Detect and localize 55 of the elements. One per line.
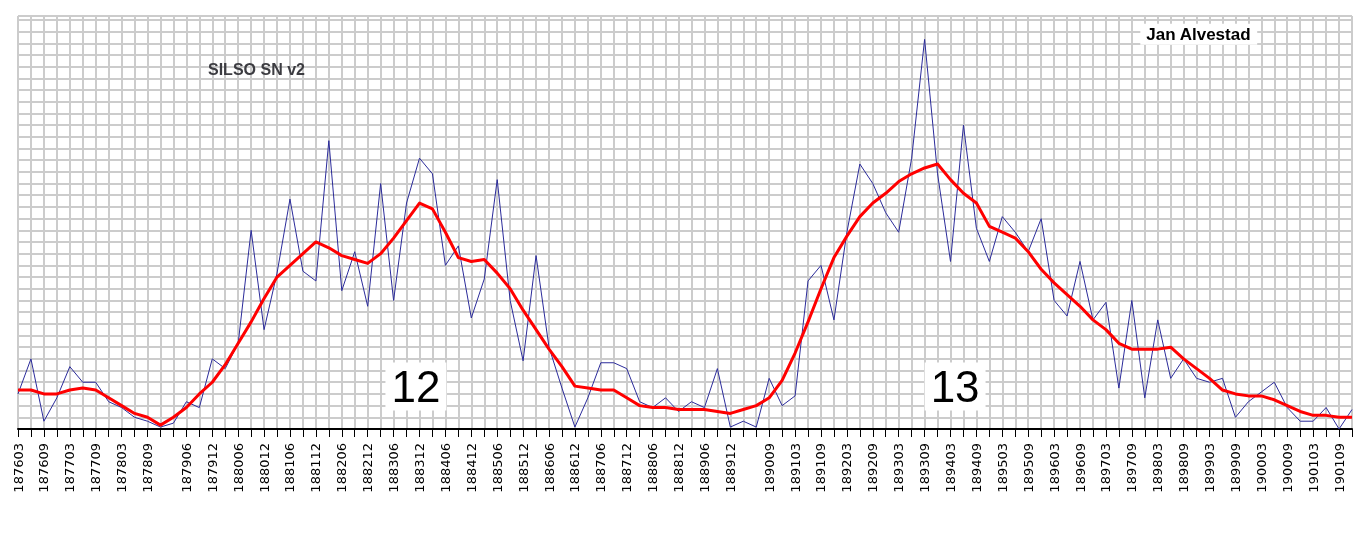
x-tick-label: 188412 — [463, 443, 479, 493]
x-tick-label: 188812 — [671, 443, 687, 493]
x-tick-label: 189803 — [1150, 443, 1166, 493]
x-tick-label: 190109 — [1331, 443, 1347, 493]
x-tick-label: 188312 — [412, 443, 427, 493]
x-tick-label: 189403 — [943, 443, 958, 493]
x-tick-label: 188706 — [593, 443, 609, 493]
x-tick-label: 187803 — [114, 443, 130, 493]
x-tick-label: 189709 — [1124, 443, 1140, 493]
x-tick-label: 189203 — [839, 443, 855, 493]
x-tick-label: 188506 — [489, 443, 505, 493]
x-tick-label: 189109 — [813, 443, 829, 493]
x-tick-label: 188212 — [360, 443, 376, 493]
x-tick-label: 189303 — [891, 443, 907, 493]
x-tick-label: 188006 — [230, 443, 246, 493]
x-tick-label: 188112 — [308, 443, 324, 493]
x-tick-label: 189903 — [1202, 443, 1218, 493]
x-tick-label: 188406 — [437, 443, 453, 493]
x-tick-label: 188806 — [645, 443, 661, 493]
x-tick-label: 190103 — [1305, 443, 1321, 493]
x-tick-label: 189909 — [1227, 443, 1243, 493]
x-tick-label: 187603 — [10, 443, 26, 493]
x-tick-label: 188106 — [282, 443, 298, 493]
x-tick-label: 188306 — [386, 443, 402, 493]
x-tick-label: 189009 — [761, 443, 777, 493]
x-tick-label: 187912 — [204, 443, 220, 493]
x-tick-label: 188206 — [334, 443, 350, 493]
x-tick-label: 189503 — [994, 443, 1010, 493]
x-tick-label: 187703 — [62, 443, 78, 493]
x-tick-label: 187906 — [178, 443, 194, 493]
x-tick-label: 189603 — [1046, 443, 1062, 493]
x-tick-label: 187709 — [88, 443, 104, 493]
x-tick-label: 188512 — [515, 443, 531, 493]
x-tick-label: 189409 — [968, 443, 984, 493]
x-tick-label: 189609 — [1072, 443, 1088, 493]
x-tick-label: 187609 — [36, 443, 52, 493]
text: SILSO SN v2 — [208, 60, 306, 78]
x-tick-label: 188712 — [619, 443, 635, 493]
annotation: 12 — [391, 361, 441, 411]
x-tick-label: 189309 — [917, 443, 933, 493]
x-tick-label: 190009 — [1279, 443, 1295, 493]
x-tick-label: 187809 — [140, 443, 156, 493]
x-tick-label: 188012 — [256, 443, 272, 493]
annotation: Jan Alvestad — [1146, 24, 1251, 44]
x-tick-label: 189703 — [1098, 443, 1114, 493]
x-tick-label: 189103 — [787, 443, 803, 493]
x-tick-label: 190003 — [1253, 443, 1269, 493]
x-tick-label: 189509 — [1020, 443, 1036, 493]
annotation: 13 — [930, 361, 980, 411]
x-tick-label: 188612 — [567, 443, 583, 493]
x-tick-label: 188606 — [541, 443, 557, 493]
x-tick-label: 188912 — [722, 443, 738, 493]
x-tick-label: 189209 — [865, 443, 881, 493]
x-tick-label: 188906 — [696, 443, 712, 493]
x-tick-label: 189809 — [1176, 443, 1192, 493]
